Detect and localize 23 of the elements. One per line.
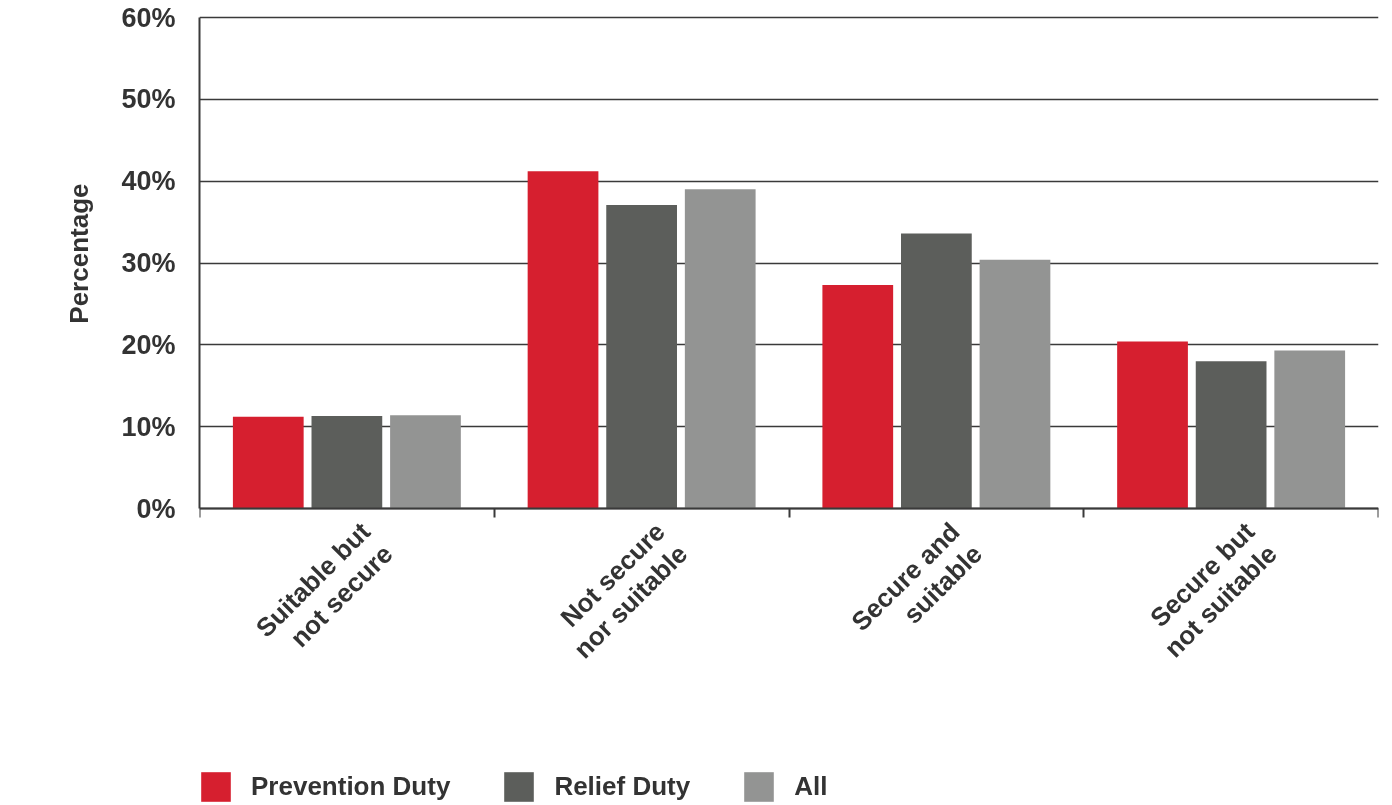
y-tick-label: 60% <box>121 2 176 33</box>
bar <box>822 285 894 509</box>
bar <box>232 416 304 509</box>
bar <box>390 415 461 509</box>
y-tick-label: 50% <box>121 84 176 115</box>
bar <box>311 416 383 509</box>
y-axis-title: Percentage <box>63 183 94 324</box>
bar <box>979 259 1051 509</box>
bar <box>606 204 677 509</box>
y-tick-label: 30% <box>121 248 176 278</box>
y-tick-label: 20% <box>121 329 176 360</box>
y-tick-label: 40% <box>121 166 176 197</box>
bar <box>901 233 972 509</box>
legend-label: Relief Duty <box>554 771 691 802</box>
bar <box>1274 350 1346 509</box>
bar <box>1117 341 1188 509</box>
y-tick-label: 10% <box>121 411 176 442</box>
bar <box>684 189 756 509</box>
bar <box>1195 361 1267 509</box>
y-tick-label: 0% <box>136 493 176 524</box>
legend-label: All <box>794 771 828 802</box>
legend-label: Prevention Duty <box>251 771 451 802</box>
bar <box>527 171 599 509</box>
